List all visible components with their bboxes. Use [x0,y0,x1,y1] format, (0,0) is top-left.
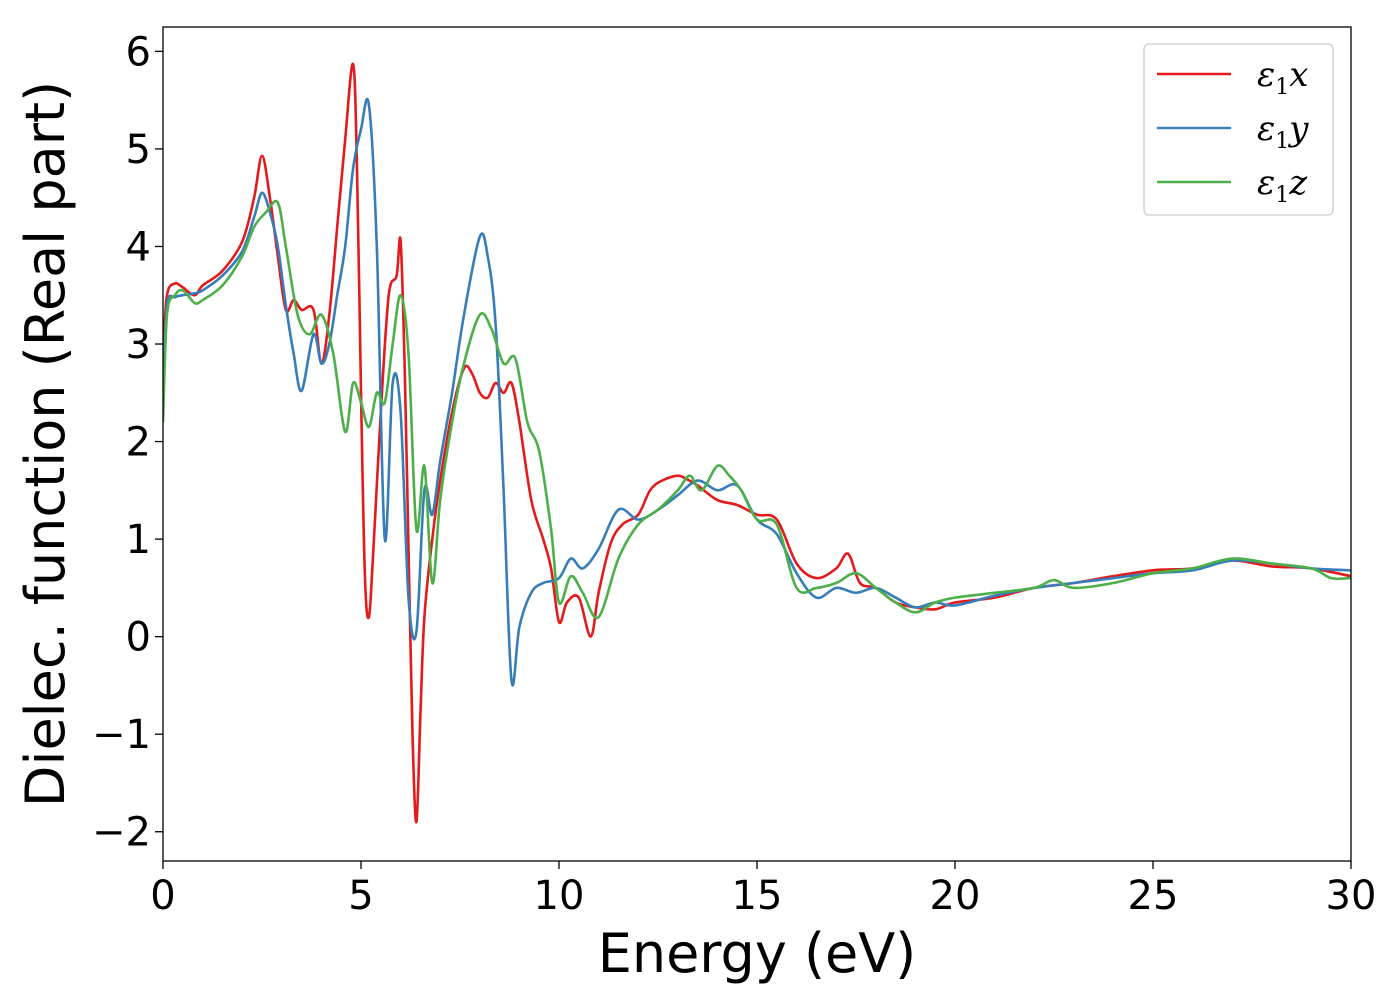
legend-box [1143,43,1334,216]
x-axis: 0 5 10 15 20 25 30 [150,861,1376,919]
series-line-z [163,199,1351,620]
y-tick-label: 0 [126,615,151,661]
x-tick-label: 30 [1326,873,1377,919]
y-axis: −2 −1 0 1 2 3 4 5 6 [92,29,163,856]
x-tick-label: 10 [534,873,585,919]
x-tick-label: 25 [1128,873,1179,919]
x-tick-label: 0 [150,873,175,919]
y-tick-label: 5 [126,127,151,173]
y-tick-label: −1 [92,712,151,758]
y-tick-label: 2 [126,420,151,466]
y-axis-label: Dielec. function (Real part) [14,81,77,807]
x-axis-label: Energy (eV) [598,922,917,985]
x-tick-label: 15 [732,873,783,919]
y-tick-label: −2 [92,810,151,856]
legend-label-z: ε1z [1257,163,1308,208]
legend-label-x: ε1x [1257,55,1308,100]
y-tick-label: 3 [126,322,151,368]
series-group [163,62,1351,824]
y-tick-label: 6 [126,29,151,75]
x-tick-label: 20 [930,873,981,919]
x-tick-label: 5 [348,873,373,919]
legend: ε1x ε1y ε1z [1143,43,1334,216]
series-line-y [163,97,1351,687]
legend-label-y: ε1y [1257,109,1309,154]
y-tick-label: 1 [126,517,151,563]
y-tick-label: 4 [126,224,151,270]
